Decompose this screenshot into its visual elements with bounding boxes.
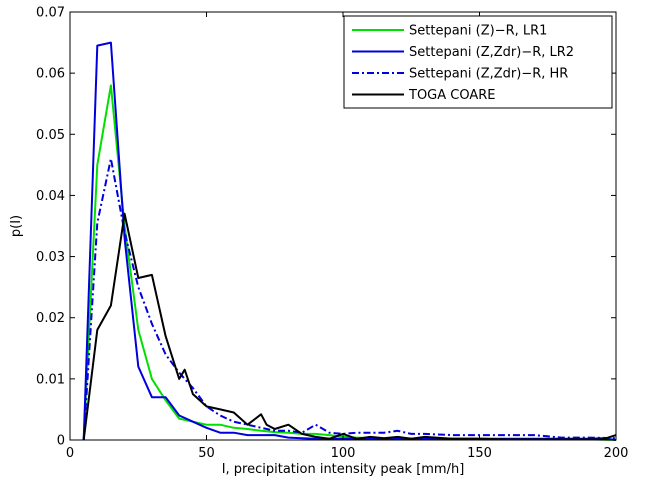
legend-box	[343, 15, 613, 109]
y-tick-label: 0	[57, 434, 65, 449]
series-line-3	[82, 157, 617, 441]
legend-label: TOGA COARE	[408, 88, 496, 103]
legend-label: Settepani (Z,Zdr)−R, LR2	[409, 45, 574, 60]
x-tick-label: 0	[66, 446, 74, 461]
legend-label: Settepani (Z)−R, LR1	[409, 24, 547, 39]
y-axis-label: p(I)	[9, 215, 24, 237]
x-tick-label: 50	[198, 446, 215, 461]
y-tick-label: 0.04	[36, 189, 65, 204]
x-axis-label: I, precipitation intensity peak [mm/h]	[222, 462, 465, 477]
x-tick-label: 150	[467, 446, 492, 461]
y-tick-label: 0.05	[36, 128, 65, 143]
y-tick-label: 0.06	[36, 67, 65, 82]
x-tick-label: 100	[331, 446, 356, 461]
legend-label: Settepani (Z,Zdr)−R, HR	[409, 67, 568, 82]
y-tick-label: 0.03	[36, 250, 65, 265]
series-line-1	[82, 84, 617, 441]
y-tick-label: 0.02	[36, 311, 65, 326]
y-tick-label: 0.07	[36, 6, 65, 21]
ticks-layer: 0 50 100 150 200 0 0.01 0.02 0.03 0.04 0.05 0.06 0.0…	[36, 6, 628, 462]
y-tick-label: 0.01	[36, 372, 65, 387]
x-tick-label: 200	[604, 446, 629, 461]
legend: Settepani (Z)−R, LR1 Settepani (Z,Zdr)−R,…	[343, 15, 613, 109]
series-line-4	[82, 212, 617, 441]
